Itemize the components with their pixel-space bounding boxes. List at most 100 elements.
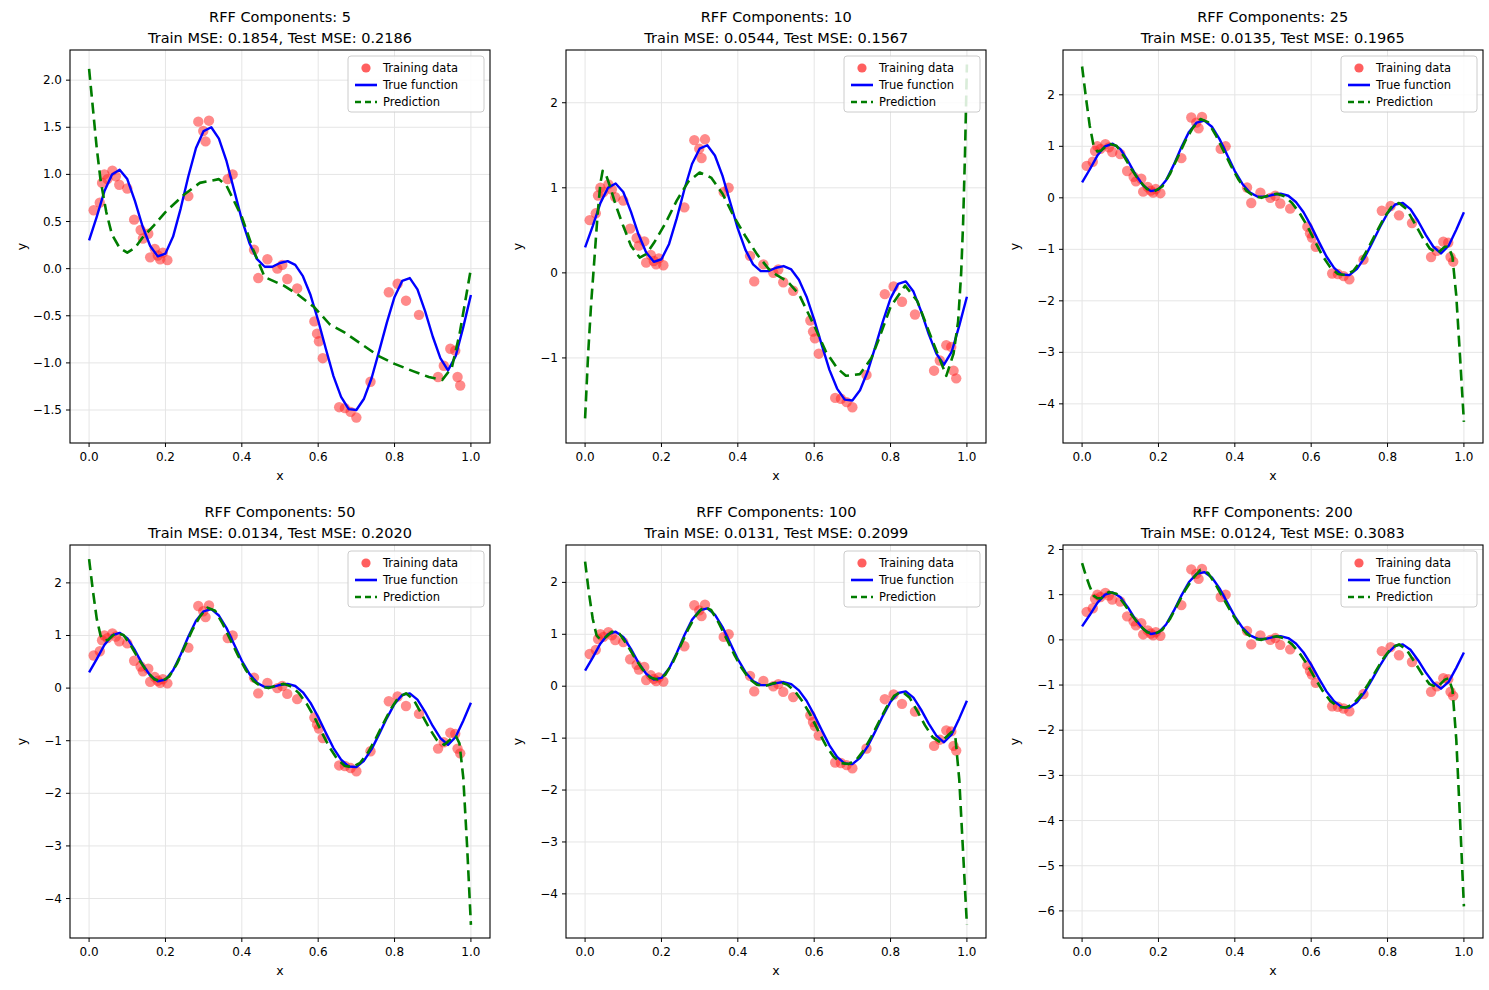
y-tick-label: 1 xyxy=(54,628,62,642)
legend-label: Training data xyxy=(1375,556,1451,570)
legend-label: Prediction xyxy=(383,590,440,604)
legend-label: Training data xyxy=(1375,61,1451,75)
legend-label: True function xyxy=(382,78,458,92)
y-tick-label: −1.5 xyxy=(33,403,62,417)
y-tick-label: 1 xyxy=(1047,139,1055,153)
training-point xyxy=(847,402,857,412)
training-point xyxy=(749,686,759,696)
y-tick-label: −1.0 xyxy=(33,356,62,370)
legend: Training dataTrue functionPrediction xyxy=(844,551,980,607)
subplot-title-block: RFF Components: 50 Train MSE: 0.0134, Te… xyxy=(70,502,490,544)
y-tick-label: −1 xyxy=(1037,678,1055,692)
x-tick-label: 0.0 xyxy=(80,450,99,464)
x-tick-label: 1.0 xyxy=(958,945,977,959)
x-tick-label: 0.6 xyxy=(309,945,328,959)
y-tick-label: 0 xyxy=(54,681,62,695)
training-point xyxy=(193,116,203,126)
y-tick-label: 0 xyxy=(551,266,559,280)
training-point xyxy=(897,699,907,709)
x-axis: 0.00.20.40.60.81.0x xyxy=(80,938,481,978)
training-point xyxy=(1275,198,1285,208)
subplot-title-block: RFF Components: 200 Train MSE: 0.0124, T… xyxy=(1063,502,1483,544)
training-point xyxy=(253,273,263,283)
legend-label: Training data xyxy=(382,556,458,570)
training-point xyxy=(897,297,907,307)
x-tick-label: 0.2 xyxy=(1149,945,1168,959)
legend-marker-training xyxy=(858,63,867,72)
y-axis: 210−1−2−3−4−5−6y xyxy=(1007,543,1063,918)
y-tick-label: 2 xyxy=(54,576,62,590)
y-tick-label: −1 xyxy=(1037,242,1055,256)
y-tick-label: 0 xyxy=(551,679,559,693)
training-point xyxy=(1393,650,1403,660)
x-tick-label: 0.4 xyxy=(729,945,748,959)
x-tick-label: 0.6 xyxy=(805,450,824,464)
y-tick-label: −3 xyxy=(541,835,559,849)
x-tick-label: 0.0 xyxy=(80,945,99,959)
subplot-mse-line: Train MSE: 0.0134, Test MSE: 0.2020 xyxy=(70,523,490,544)
x-axis-label: x xyxy=(276,963,283,978)
x-tick-label: 0.6 xyxy=(805,945,824,959)
y-axis-label: y xyxy=(1007,737,1022,745)
legend-label: Training data xyxy=(878,556,954,570)
y-axis-label: y xyxy=(1007,242,1022,250)
subplot-title: RFF Components: 50 xyxy=(70,502,490,523)
subplot-rff-200: RFF Components: 200 Train MSE: 0.0124, T… xyxy=(993,495,1489,990)
x-tick-label: 0.4 xyxy=(1225,450,1244,464)
x-tick-label: 0.2 xyxy=(156,450,175,464)
training-point xyxy=(880,694,890,704)
subplot-mse-line: Train MSE: 0.1854, Test MSE: 0.2186 xyxy=(70,28,490,49)
subplot-rff-5: RFF Components: 5 Train MSE: 0.1854, Tes… xyxy=(0,0,496,495)
training-point xyxy=(749,276,759,286)
plot-area: 0.00.20.40.60.81.0x210−1−2−3−4yTraining … xyxy=(496,495,992,990)
plot-area: 0.00.20.40.60.81.0x2.01.51.00.50.0−0.5−1… xyxy=(0,0,496,495)
y-tick-label: 1.5 xyxy=(43,120,62,134)
x-axis: 0.00.20.40.60.81.0x xyxy=(1072,443,1473,483)
training-point xyxy=(1246,639,1256,649)
y-tick-label: 1 xyxy=(551,627,559,641)
y-tick-label: 1 xyxy=(1047,588,1055,602)
x-axis: 0.00.20.40.60.81.0x xyxy=(576,443,977,483)
y-tick-label: −4 xyxy=(1037,397,1055,411)
training-point xyxy=(1393,210,1403,220)
x-tick-label: 0.6 xyxy=(1301,945,1320,959)
y-tick-label: −3 xyxy=(1037,768,1055,782)
legend-label: True function xyxy=(878,78,954,92)
legend-label: Prediction xyxy=(879,590,936,604)
y-tick-label: −4 xyxy=(1037,814,1055,828)
y-axis: 210−1−2−3−4y xyxy=(14,576,70,906)
legend-label: True function xyxy=(382,573,458,587)
subplot-rff-50: RFF Components: 50 Train MSE: 0.0134, Te… xyxy=(0,495,496,990)
plot-area: 0.00.20.40.60.81.0x210−1−2−3−4yTraining … xyxy=(0,495,496,990)
training-point xyxy=(292,283,302,293)
y-axis-label: y xyxy=(510,737,525,745)
subplot-title-block: RFF Components: 25 Train MSE: 0.0135, Te… xyxy=(1063,7,1483,49)
subplot-mse-line: Train MSE: 0.0544, Test MSE: 0.1567 xyxy=(566,28,986,49)
subplot-mse-line: Train MSE: 0.0135, Test MSE: 0.1965 xyxy=(1063,28,1483,49)
training-point xyxy=(951,373,961,383)
y-tick-label: −2 xyxy=(1037,723,1055,737)
x-tick-label: 0.8 xyxy=(1378,450,1397,464)
subplot-rff-25: RFF Components: 25 Train MSE: 0.0135, Te… xyxy=(993,0,1489,495)
legend-label: Training data xyxy=(878,61,954,75)
x-tick-label: 0.0 xyxy=(1072,945,1091,959)
y-tick-label: 2 xyxy=(1047,88,1055,102)
training-point xyxy=(658,260,668,270)
y-tick-label: 0.0 xyxy=(43,262,62,276)
training-point xyxy=(880,289,890,299)
x-axis: 0.00.20.40.60.81.0x xyxy=(1072,938,1473,978)
x-tick-label: 1.0 xyxy=(1454,945,1473,959)
training-point xyxy=(1275,640,1285,650)
training-point xyxy=(401,295,411,305)
y-axis-label: y xyxy=(14,737,29,745)
subplot-title: RFF Components: 100 xyxy=(566,502,986,523)
subplot-rff-10: RFF Components: 10 Train MSE: 0.0544, Te… xyxy=(496,0,992,495)
x-tick-label: 0.8 xyxy=(1378,945,1397,959)
y-tick-label: −3 xyxy=(44,839,62,853)
x-tick-label: 0.6 xyxy=(1301,450,1320,464)
subplot-mse-line: Train MSE: 0.0124, Test MSE: 0.3083 xyxy=(1063,523,1483,544)
legend-label: Prediction xyxy=(879,95,936,109)
x-tick-label: 0.0 xyxy=(1072,450,1091,464)
x-tick-label: 1.0 xyxy=(1454,450,1473,464)
y-tick-label: 1.0 xyxy=(43,167,62,181)
